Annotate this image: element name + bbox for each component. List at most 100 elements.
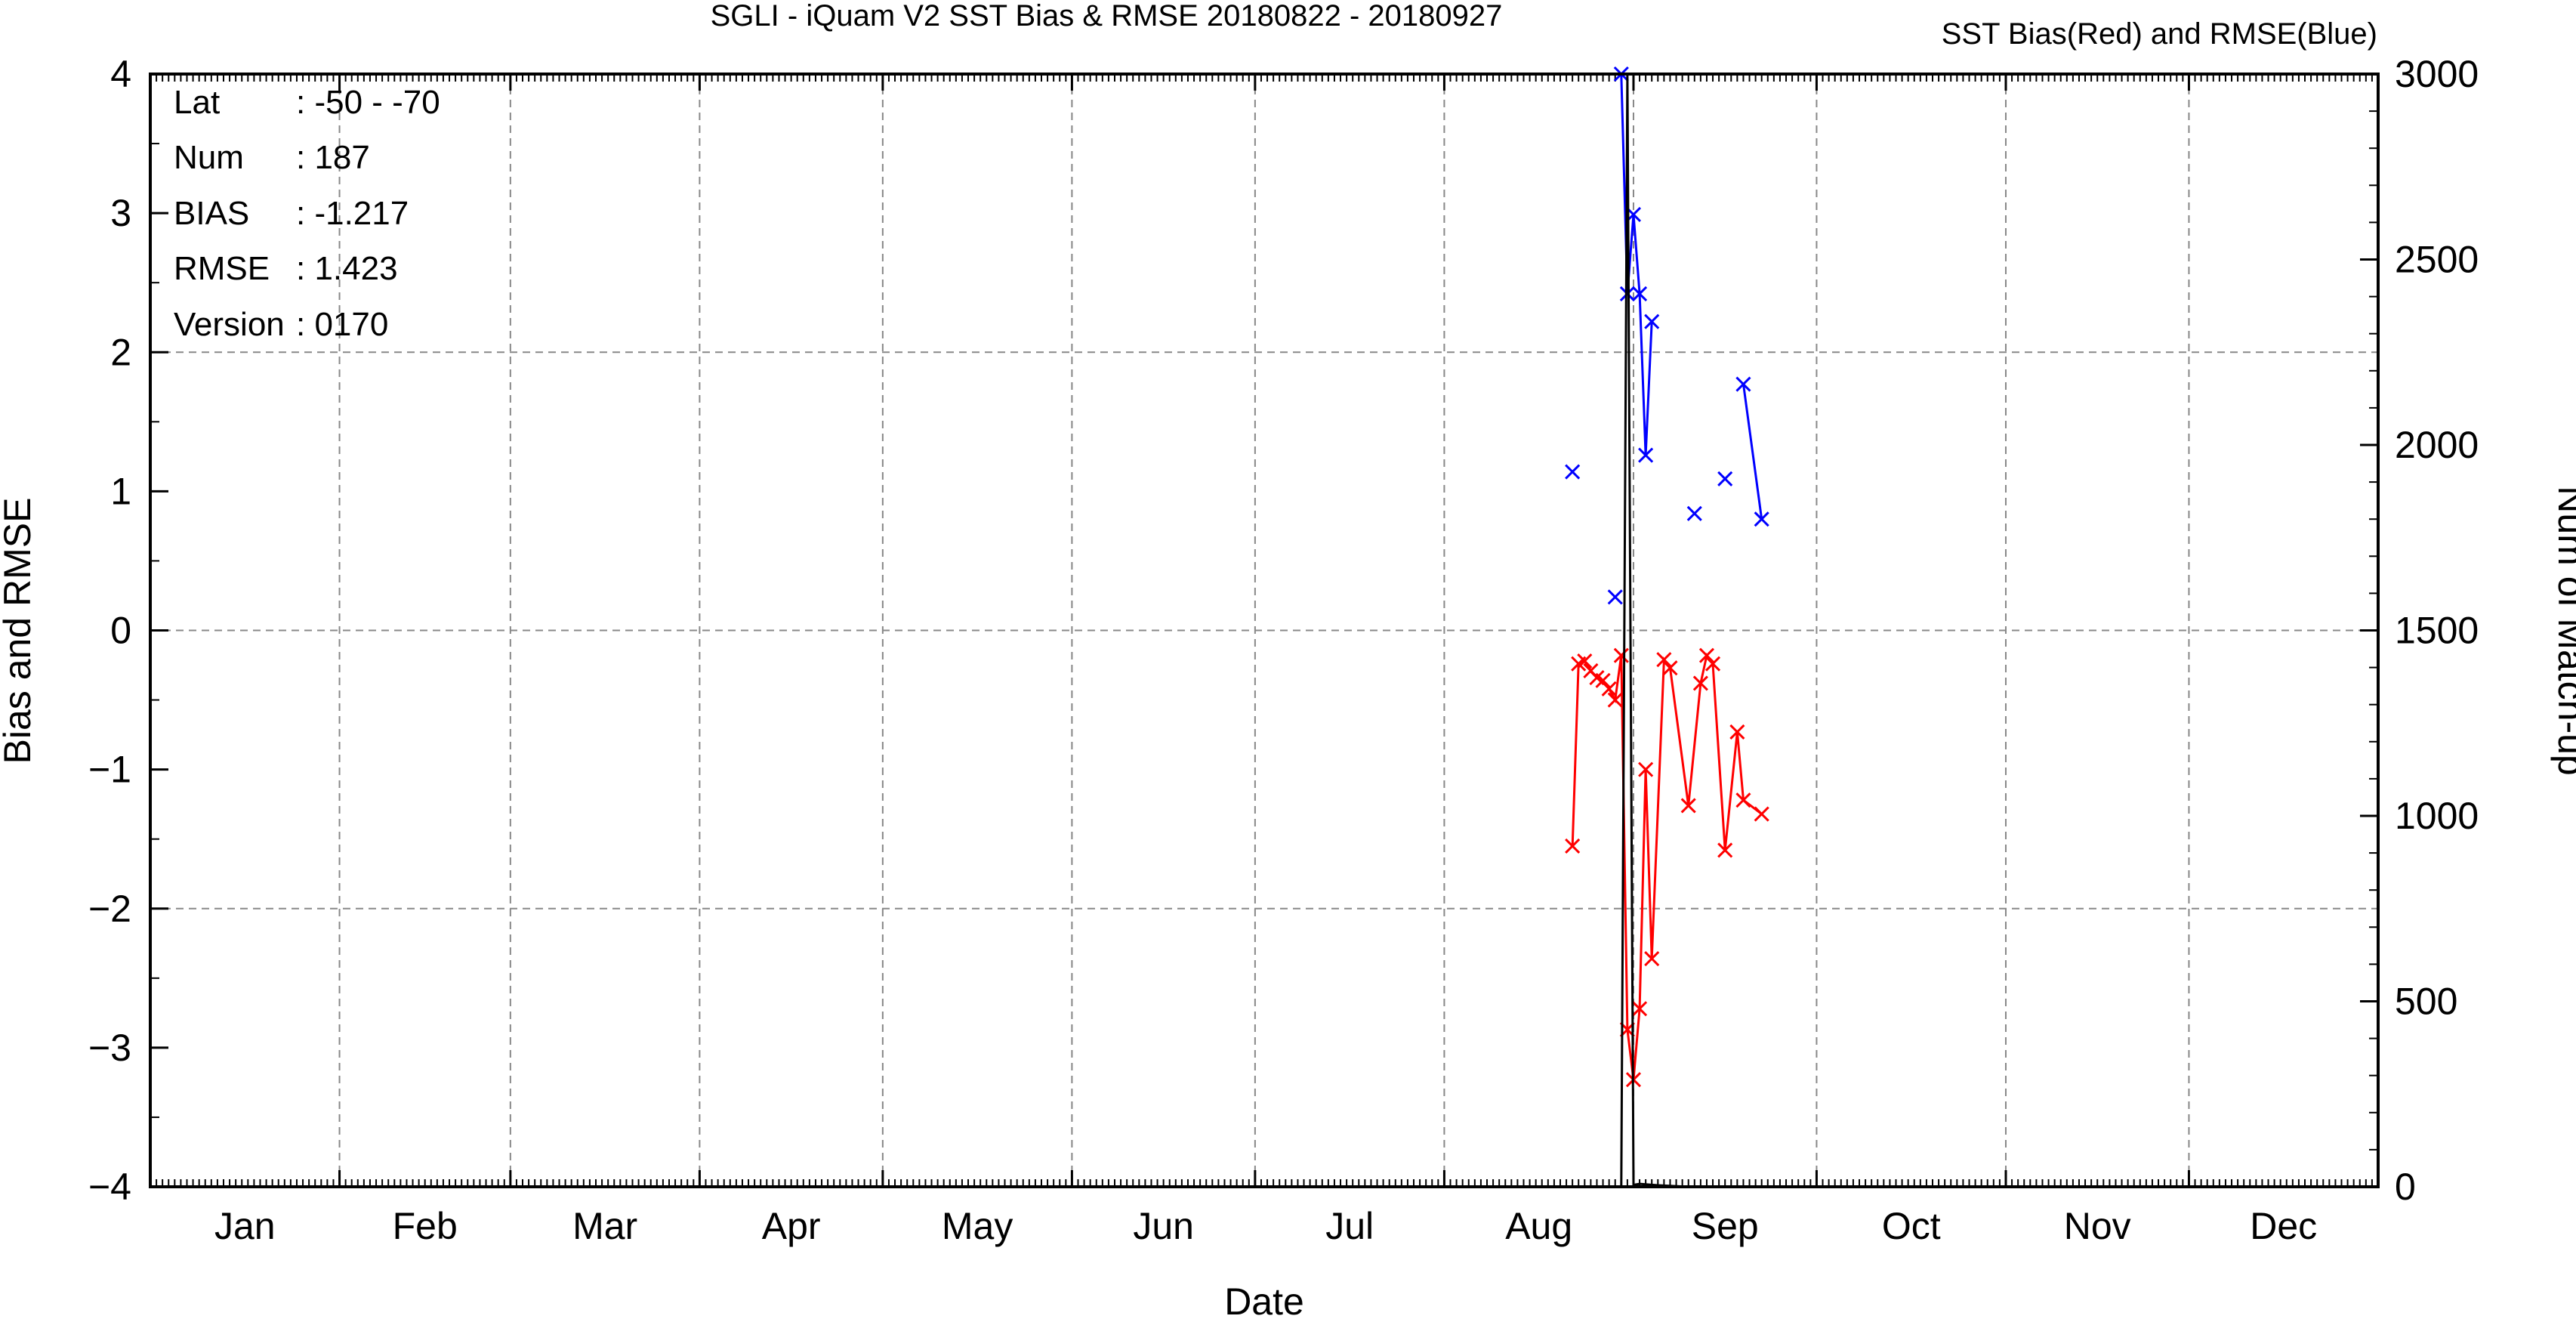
point-stroke xyxy=(1686,505,1702,521)
series-1-point xyxy=(1638,447,1654,463)
info-label-num: Num xyxy=(174,139,244,176)
series-1-point xyxy=(1717,471,1733,486)
grid-lines xyxy=(150,74,2378,1187)
point-stroke xyxy=(1565,838,1581,854)
point-stroke xyxy=(1631,286,1648,301)
series-0-point xyxy=(1631,1001,1648,1017)
point-stroke xyxy=(1638,447,1654,463)
series-0-point xyxy=(1729,724,1745,740)
info-label-bias: BIAS xyxy=(174,195,249,232)
point-stroke xyxy=(1589,670,1605,686)
point-stroke xyxy=(1607,589,1623,605)
y2-tick-label: 1500 xyxy=(2395,610,2479,652)
y2-tick-label: 0 xyxy=(2395,1166,2416,1208)
info-value-num: : 187 xyxy=(296,139,370,176)
info-box: Lat : -50 - -70 Num : 187 BIAS : -1.217 … xyxy=(174,84,440,343)
point-stroke xyxy=(1656,652,1672,668)
info-value-rmse: : 1.423 xyxy=(296,250,398,287)
y2-tick-label: 1000 xyxy=(2395,795,2479,837)
point-stroke xyxy=(1619,286,1635,301)
series-0-point xyxy=(1717,842,1733,858)
series-layer xyxy=(1565,66,1769,1188)
y-tick-label: 4 xyxy=(110,53,131,95)
x-tick-label: May xyxy=(942,1205,1013,1247)
point-stroke xyxy=(1692,675,1708,691)
series-1-point xyxy=(1607,589,1623,605)
x-tick-label: Apr xyxy=(762,1205,821,1247)
y2-tick-label: 3000 xyxy=(2395,53,2479,95)
series-1-point xyxy=(1644,314,1660,329)
y-tick-label: 2 xyxy=(110,331,131,373)
info-value-version: : 0170 xyxy=(296,306,388,343)
point-stroke xyxy=(1729,724,1745,740)
y2-axis-label: Num of Match-up xyxy=(2550,486,2576,775)
series-0-point xyxy=(1656,652,1672,668)
y2-tick-label: 2500 xyxy=(2395,239,2479,281)
series-0-point xyxy=(1735,792,1751,808)
chart-subtitle: SST Bias(Red) and RMSE(Blue) xyxy=(1942,17,2377,51)
series-0-point xyxy=(1754,806,1769,822)
y-tick-label: −2 xyxy=(88,888,131,930)
point-stroke xyxy=(1698,647,1715,663)
series-1-point xyxy=(1686,505,1702,521)
info-value-bias: : -1.217 xyxy=(296,195,409,232)
x-axis-label: Date xyxy=(1224,1280,1304,1318)
info-value-lat: : -50 - -70 xyxy=(296,84,440,121)
point-stroke xyxy=(1735,792,1751,808)
chart-title: SGLI - iQuam V2 SST Bias & RMSE 20180822… xyxy=(711,0,1503,32)
point-stroke xyxy=(1601,681,1617,697)
point-stroke xyxy=(1644,950,1660,967)
series-0-point xyxy=(1662,660,1678,676)
series-1-point xyxy=(1631,286,1648,301)
series-0-point xyxy=(1607,692,1623,708)
series-0-point xyxy=(1601,681,1617,697)
point-stroke xyxy=(1577,653,1593,669)
y-tick-label: −4 xyxy=(88,1166,131,1208)
series-0-point xyxy=(1638,761,1654,777)
point-stroke xyxy=(1565,464,1581,480)
y-axis-label: Bias and RMSE xyxy=(0,498,39,764)
point-stroke xyxy=(1662,660,1678,676)
series-0-point xyxy=(1692,675,1708,691)
series-0-point xyxy=(1680,798,1696,814)
tick-labels: Jan Feb Mar Apr May Jun Jul Aug Sep Oct Nov Dec −4 −3… xyxy=(88,53,2479,1247)
series-0-point xyxy=(1577,653,1593,669)
series-1-point xyxy=(1754,511,1769,527)
series-1-line xyxy=(1742,384,1763,520)
point-stroke xyxy=(1613,647,1629,663)
x-tick-label: Jun xyxy=(1133,1205,1194,1247)
series-0-point xyxy=(1698,647,1715,663)
y2-tick-label: 500 xyxy=(2395,981,2457,1023)
x-tick-label: Oct xyxy=(1882,1205,1941,1247)
series-0-point xyxy=(1565,838,1581,854)
point-stroke xyxy=(1680,798,1696,814)
series-0-point xyxy=(1644,950,1660,967)
x-tick-label: Aug xyxy=(1505,1205,1572,1247)
x-tick-label: Jul xyxy=(1325,1205,1374,1247)
y-tick-label: −3 xyxy=(88,1027,131,1069)
series-1-point xyxy=(1619,286,1635,301)
series-0-point xyxy=(1613,647,1629,663)
series-0-point xyxy=(1704,656,1721,672)
series-1-point xyxy=(1565,464,1581,480)
point-stroke xyxy=(1631,1001,1648,1017)
point-stroke xyxy=(1644,314,1660,329)
y-tick-label: 0 xyxy=(110,610,131,652)
x-tick-label: Nov xyxy=(2064,1205,2131,1247)
point-stroke xyxy=(1595,672,1611,688)
x-tick-label: Feb xyxy=(393,1205,458,1247)
series-0-point xyxy=(1595,672,1611,688)
y-tick-label: 3 xyxy=(110,192,131,234)
info-label-version: Version xyxy=(174,306,285,343)
point-stroke xyxy=(1754,806,1769,822)
y2-tick-label: 2000 xyxy=(2395,424,2479,466)
point-stroke xyxy=(1638,761,1654,777)
point-stroke xyxy=(1704,656,1721,672)
series-1-point xyxy=(1735,376,1751,392)
x-tick-label: Dec xyxy=(2250,1205,2317,1247)
x-tick-label: Sep xyxy=(1692,1205,1759,1247)
x-tick-label: Mar xyxy=(572,1205,637,1247)
point-stroke xyxy=(1717,842,1733,858)
